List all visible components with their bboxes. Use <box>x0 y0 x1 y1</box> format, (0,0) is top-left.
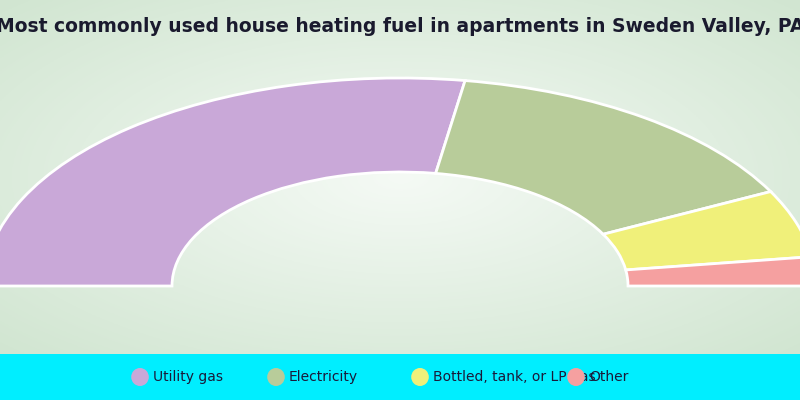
Text: Other: Other <box>589 370 628 384</box>
Ellipse shape <box>411 368 429 386</box>
Ellipse shape <box>567 368 585 386</box>
Text: Utility gas: Utility gas <box>153 370 222 384</box>
Bar <box>0 354 800 400</box>
Text: Electricity: Electricity <box>289 370 358 384</box>
Wedge shape <box>436 80 770 234</box>
Wedge shape <box>603 192 800 270</box>
Wedge shape <box>626 257 800 286</box>
Text: Most commonly used house heating fuel in apartments in Sweden Valley, PA: Most commonly used house heating fuel in… <box>0 16 800 36</box>
Wedge shape <box>0 78 465 286</box>
Ellipse shape <box>267 368 285 386</box>
Ellipse shape <box>131 368 149 386</box>
Text: Bottled, tank, or LP gas: Bottled, tank, or LP gas <box>433 370 595 384</box>
